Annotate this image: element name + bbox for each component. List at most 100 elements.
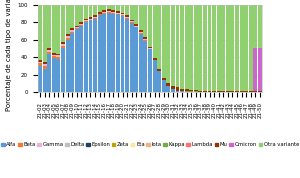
Bar (153, 5, 157, 58)
Bar (98, 5, 102, 12)
Bar (134, 5, 138, 24)
Bar (162, 80, 166, 92)
Bar (107, 13, 111, 92)
Bar (43, 64, 46, 66)
Bar (75, 26, 79, 27)
Bar (258, 48, 262, 91)
Bar (66, 5, 70, 35)
Bar (38, 62, 42, 63)
Bar (93, 18, 97, 19)
Bar (125, 18, 129, 19)
Bar (61, 48, 65, 92)
Bar (212, 91, 216, 92)
Bar (80, 26, 83, 92)
Bar (56, 59, 60, 92)
Bar (148, 5, 152, 47)
Bar (217, 91, 220, 92)
Bar (43, 69, 46, 92)
Bar (88, 17, 92, 19)
Bar (203, 5, 207, 91)
Bar (102, 5, 106, 10)
Bar (70, 30, 74, 32)
Bar (84, 5, 88, 19)
Bar (70, 5, 74, 28)
Bar (139, 33, 143, 34)
Bar (66, 40, 70, 92)
Bar (52, 53, 56, 54)
Bar (208, 5, 212, 91)
Bar (102, 12, 106, 13)
Bar (61, 44, 65, 46)
Bar (107, 9, 111, 11)
Bar (143, 40, 147, 41)
Bar (98, 12, 102, 14)
Bar (171, 90, 175, 92)
Bar (167, 83, 170, 86)
Bar (43, 5, 46, 62)
Bar (116, 14, 120, 92)
Bar (176, 91, 179, 92)
Bar (185, 5, 189, 90)
Bar (52, 54, 56, 56)
Bar (208, 91, 212, 92)
Bar (180, 5, 184, 89)
Bar (102, 13, 106, 14)
Bar (93, 15, 97, 17)
Bar (88, 19, 92, 20)
Bar (139, 30, 143, 32)
Bar (148, 47, 152, 48)
Bar (125, 17, 129, 18)
Bar (189, 5, 193, 90)
Y-axis label: Porcentaje de cada tipo de variante: Porcentaje de cada tipo de variante (6, 0, 12, 111)
Bar (180, 89, 184, 91)
Bar (38, 66, 42, 92)
Bar (93, 19, 97, 92)
Bar (230, 91, 234, 92)
Bar (66, 36, 70, 38)
Bar (189, 90, 193, 91)
Bar (212, 5, 216, 91)
Bar (38, 63, 42, 66)
Bar (116, 11, 120, 13)
Bar (88, 20, 92, 92)
Bar (111, 12, 115, 13)
Bar (143, 39, 147, 40)
Bar (121, 15, 124, 16)
Bar (47, 50, 51, 52)
Bar (43, 62, 46, 64)
Bar (70, 33, 74, 92)
Bar (84, 21, 88, 22)
Bar (254, 91, 257, 92)
Bar (93, 5, 97, 15)
Bar (249, 91, 253, 92)
Bar (194, 90, 198, 91)
Bar (43, 66, 46, 69)
Bar (134, 24, 138, 26)
Bar (139, 32, 143, 33)
Bar (107, 5, 111, 9)
Bar (121, 16, 124, 92)
Bar (143, 37, 147, 39)
Bar (157, 71, 161, 92)
Bar (75, 28, 79, 29)
Bar (143, 41, 147, 92)
Bar (258, 91, 262, 92)
Bar (111, 4, 115, 10)
Bar (221, 91, 225, 92)
Bar (162, 5, 166, 78)
Bar (240, 5, 244, 91)
Bar (88, 5, 92, 17)
Bar (254, 48, 257, 91)
Bar (75, 29, 79, 92)
Bar (84, 19, 88, 20)
Bar (194, 91, 198, 92)
Bar (167, 5, 170, 83)
Bar (56, 54, 60, 55)
Bar (80, 24, 83, 25)
Bar (38, 5, 42, 60)
Bar (171, 86, 175, 90)
Bar (244, 91, 248, 92)
Bar (47, 5, 51, 48)
Bar (203, 91, 207, 92)
Bar (102, 14, 106, 92)
